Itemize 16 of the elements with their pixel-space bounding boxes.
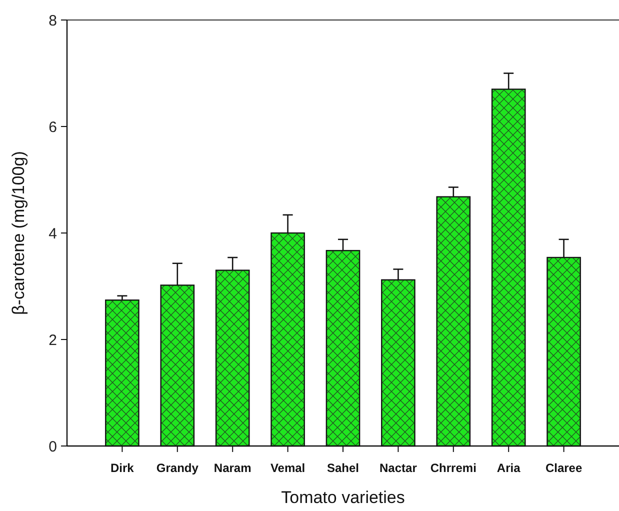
- y-tick-label: 2: [48, 332, 57, 349]
- x-tick-label: Aria: [496, 461, 521, 475]
- y-tick-label: 6: [48, 118, 57, 136]
- x-tick-label: Claree: [545, 461, 582, 475]
- y-tick-label: 0: [48, 438, 57, 456]
- x-tick-label: Grandy: [156, 461, 199, 475]
- y-tick-label: 8: [48, 12, 57, 30]
- x-tick-label: Nactar: [380, 461, 418, 475]
- x-tick-label: Sahel: [326, 461, 360, 475]
- x-tick-label: Naram: [214, 461, 252, 475]
- y-tick-label: 4: [48, 225, 57, 242]
- y-axis-title: β-carotene (mg/100g): [9, 151, 28, 315]
- x-tick-label: Chrremi: [430, 461, 476, 475]
- x-axis-title: Tomato varieties: [281, 488, 405, 507]
- x-tick-label: Vemal: [270, 461, 306, 475]
- x-tick-label: Dirk: [110, 461, 134, 475]
